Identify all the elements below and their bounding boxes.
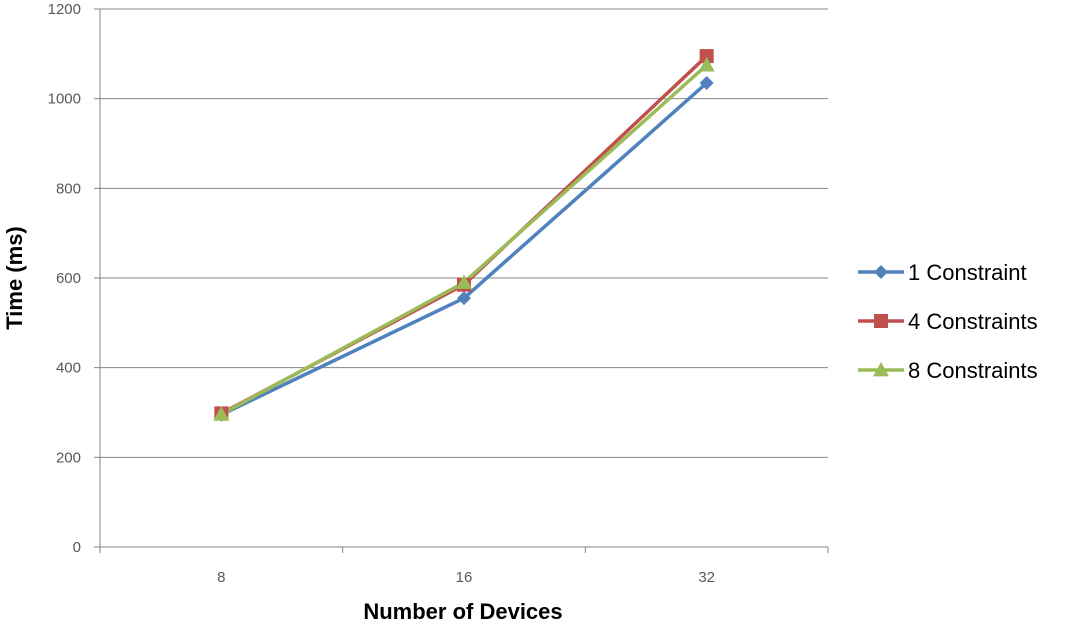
legend: 1 Constraint 4 Constraints 8 Constraints — [858, 260, 1038, 383]
y-tick-labels: 0 200 400 600 800 1000 1200 — [48, 1, 81, 556]
legend-marker-square — [874, 314, 888, 328]
x-tick-label: 16 — [456, 569, 473, 586]
y-tick-label: 400 — [56, 360, 81, 377]
y-tick-label: 0 — [73, 539, 81, 556]
y-tick-label: 1000 — [48, 91, 81, 108]
legend-marker-triangle — [873, 362, 889, 377]
legend-label: 8 Constraints — [908, 358, 1038, 383]
data-point-series-3 — [456, 274, 472, 289]
y-axis-title: Time (ms) — [2, 226, 27, 330]
series-line-1 — [220, 81, 708, 417]
axes — [94, 8, 829, 553]
series-line-3 — [220, 63, 708, 416]
data-point-series-2 — [699, 49, 714, 64]
gridlines — [100, 8, 828, 458]
x-tick-label: 8 — [217, 569, 225, 586]
data-point-series-1 — [457, 291, 471, 306]
series-lines — [220, 54, 708, 417]
series-line-2 — [220, 54, 708, 415]
legend-label: 1 Constraint — [908, 260, 1027, 285]
data-point-series-3 — [213, 406, 230, 421]
y-tick-label: 1200 — [48, 1, 81, 18]
legend-label: 4 Constraints — [908, 309, 1038, 334]
x-axis-title: Number of Devices — [363, 599, 562, 624]
data-point-series-1 — [699, 75, 714, 90]
y-tick-label: 600 — [56, 270, 81, 287]
y-tick-label: 200 — [56, 449, 81, 466]
data-point-series-3 — [698, 57, 715, 72]
x-tick-labels: 8 16 32 — [217, 569, 715, 586]
legend-marker-diamond — [874, 265, 888, 279]
series-markers — [213, 49, 715, 422]
x-tick-label: 32 — [698, 569, 715, 586]
y-tick-label: 800 — [56, 180, 81, 197]
